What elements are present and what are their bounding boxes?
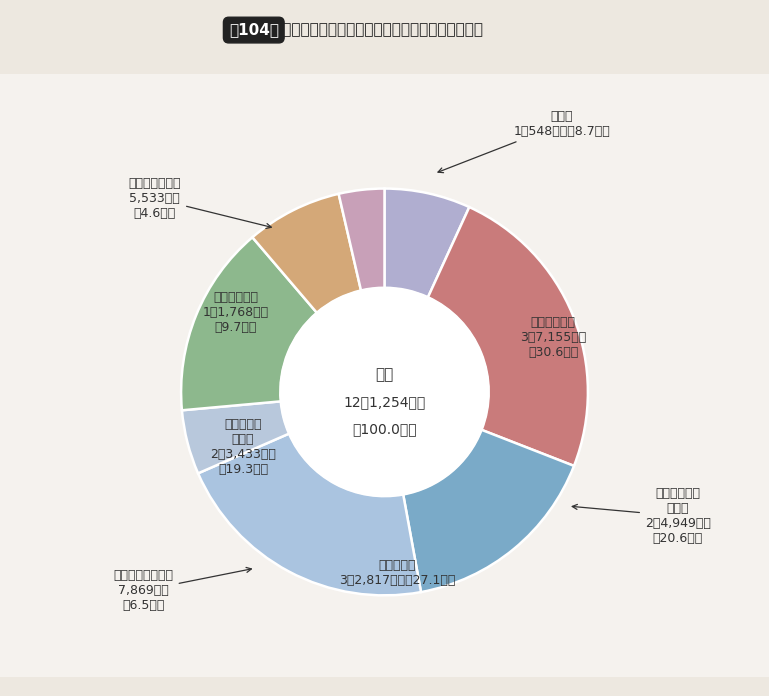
- Wedge shape: [338, 189, 384, 290]
- Text: 国民健康保険事業の歳入決算の状況（事業勘定）: 国民健康保険事業の歳入決算の状況（事業勘定）: [277, 22, 483, 38]
- Text: 保険税（料）
3兆7,155億円
（30.6％）: 保険税（料） 3兆7,155億円 （30.6％）: [520, 316, 586, 359]
- Text: 12兆1,254億円: 12兆1,254億円: [344, 395, 425, 409]
- Text: 財政調整交付金等
7,869億円
（6.5％）: 財政調整交付金等 7,869億円 （6.5％）: [114, 567, 251, 612]
- Text: 国庫支出金
3兆2,817億円（27.1％）: 国庫支出金 3兆2,817億円（27.1％）: [338, 559, 455, 587]
- Text: 都道府県支出金
5,533億円
（4.6％）: 都道府県支出金 5,533億円 （4.6％）: [128, 177, 271, 228]
- Circle shape: [281, 287, 488, 496]
- Wedge shape: [182, 402, 289, 473]
- Wedge shape: [252, 193, 361, 313]
- Text: 他会計繰入金
1兆1,768億円
（9.7％）: 他会計繰入金 1兆1,768億円 （9.7％）: [202, 291, 268, 334]
- Text: 療養給付費
交付金
2兆3,433億円
（19.3％）: 療養給付費 交付金 2兆3,433億円 （19.3％）: [210, 418, 276, 475]
- Text: その他
1兆548億円（8.7％）: その他 1兆548億円（8.7％）: [438, 110, 611, 173]
- Text: （100.0％）: （100.0％）: [352, 422, 417, 436]
- Wedge shape: [384, 189, 469, 297]
- Wedge shape: [198, 434, 421, 595]
- Text: 歳入: 歳入: [375, 367, 394, 382]
- Wedge shape: [403, 430, 574, 592]
- Text: 第104図: 第104図: [228, 22, 279, 38]
- Text: 療養給付費等
負担金
2兆4,949億円
（20.6％）: 療養給付費等 負担金 2兆4,949億円 （20.6％）: [572, 487, 711, 545]
- Wedge shape: [181, 237, 317, 410]
- Wedge shape: [428, 207, 588, 466]
